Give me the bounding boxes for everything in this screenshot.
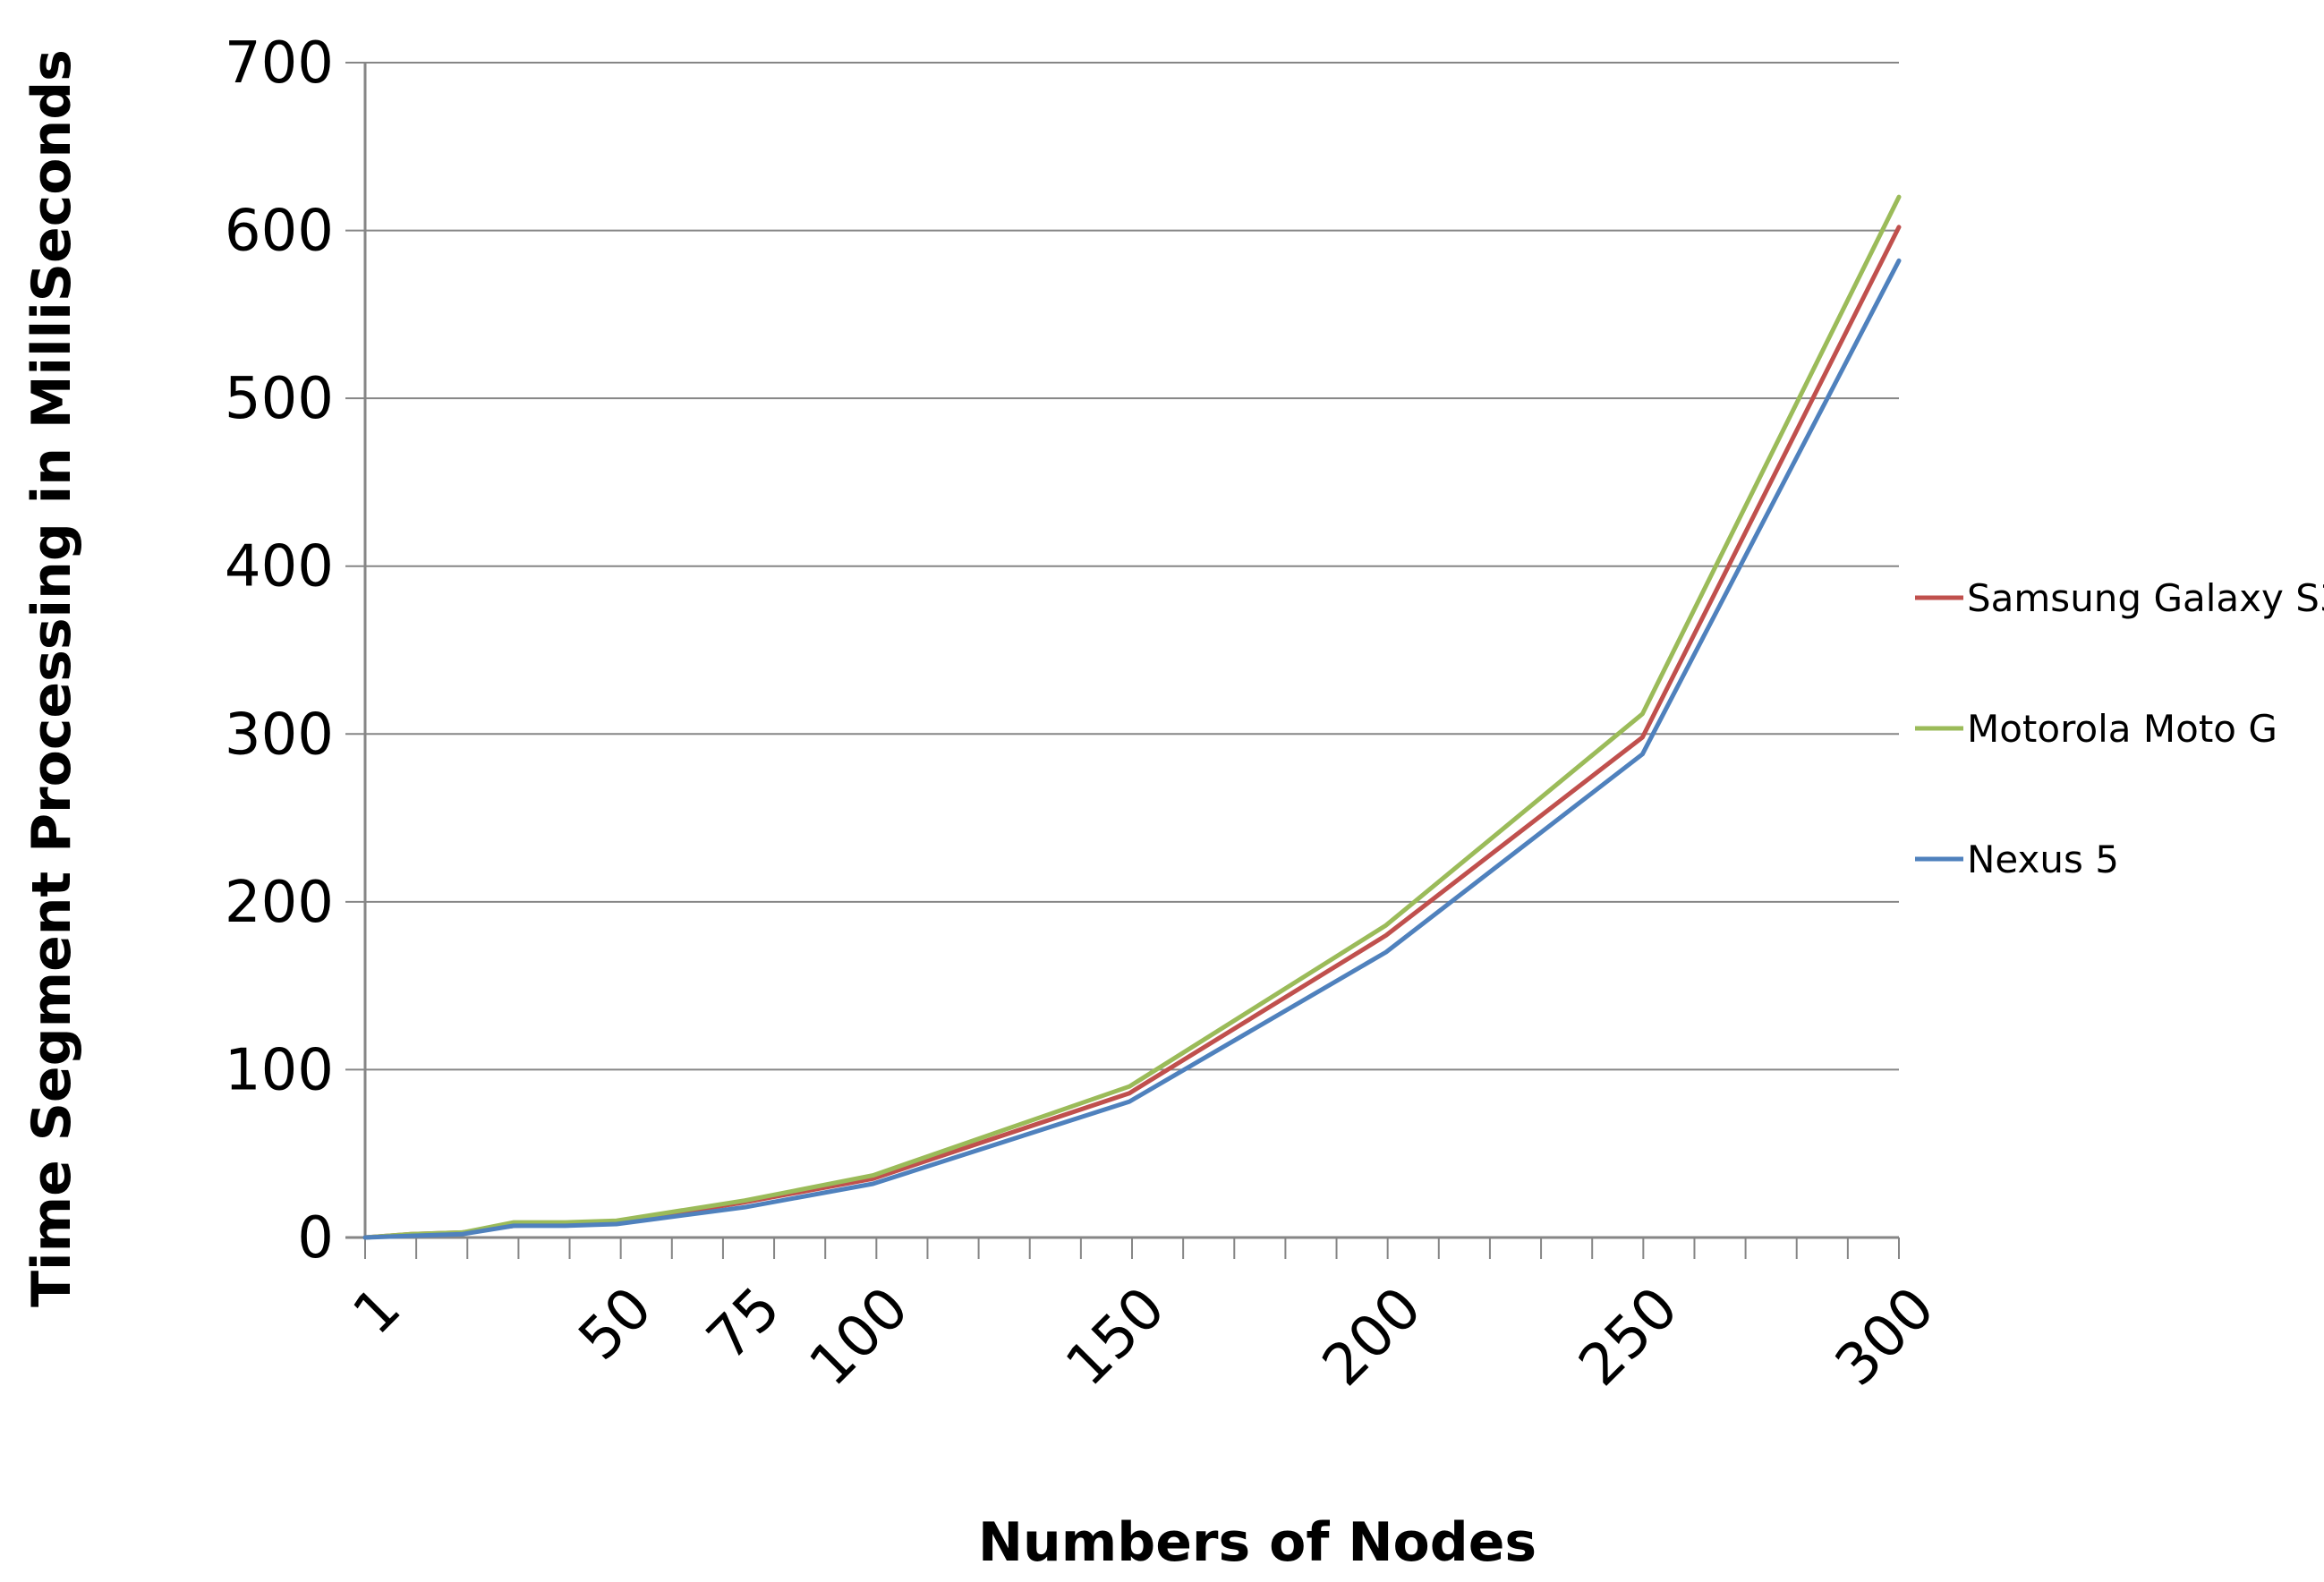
x-axis-title: Numbers of Nodes xyxy=(978,1511,1537,1574)
legend-label: Motorola Moto G xyxy=(1967,707,2277,751)
y-tick-label: 400 xyxy=(225,534,334,600)
x-tick-label: 300 xyxy=(1823,1275,1947,1399)
x-tick-label: 150 xyxy=(1054,1275,1179,1399)
y-tick-label: 500 xyxy=(225,366,334,432)
legend: Samsung Galaxy S3 Motorola Moto G Nexus 5 xyxy=(1915,576,2324,881)
y-tick-label: 700 xyxy=(225,30,334,97)
grid-lines xyxy=(345,62,1899,1071)
y-axis-ticks: 0 100 200 300 400 500 600 700 xyxy=(225,30,334,1272)
y-tick-label: 600 xyxy=(225,199,334,265)
x-tick-label: 1 xyxy=(341,1275,413,1348)
y-tick-label: 100 xyxy=(225,1037,334,1103)
x-tick-label: 250 xyxy=(1567,1275,1691,1399)
x-tick-label: 75 xyxy=(694,1275,793,1374)
legend-label: Samsung Galaxy S3 xyxy=(1967,576,2324,620)
series-line xyxy=(362,194,1902,1240)
legend-label: Nexus 5 xyxy=(1967,838,2119,881)
x-tick-label: 50 xyxy=(566,1275,665,1374)
x-tick-label: 100 xyxy=(797,1275,922,1399)
x-axis-ticks: 1 50 75 100 150 200 250 300 xyxy=(341,1238,1947,1399)
series-lines xyxy=(362,194,1902,1240)
y-tick-label: 300 xyxy=(225,702,334,768)
x-tick-label: 200 xyxy=(1310,1275,1434,1399)
y-tick-label: 200 xyxy=(225,870,334,936)
y-axis-title: Time Segment Processing in MilliSeconds xyxy=(21,49,83,1307)
y-tick-label: 0 xyxy=(297,1205,334,1272)
series-line xyxy=(362,258,1902,1240)
axes xyxy=(345,63,1899,1239)
